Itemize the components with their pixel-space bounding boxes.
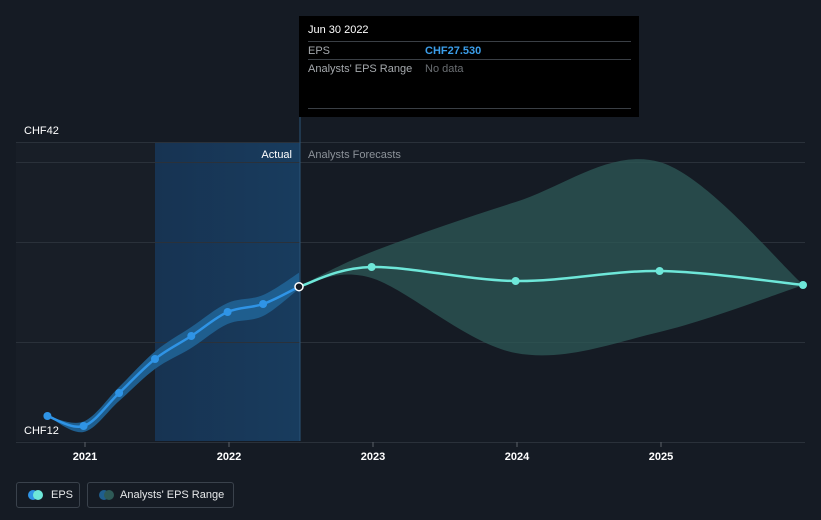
legend-eps[interactable]: EPS bbox=[16, 482, 80, 508]
eps-point bbox=[259, 300, 268, 308]
actual-label: Actual bbox=[261, 149, 292, 161]
eps-forecast-point bbox=[655, 267, 664, 275]
actual-eps-band bbox=[47, 272, 300, 433]
tooltip-eps-label: EPS bbox=[308, 45, 331, 57]
y-label-bottom: CHF12 bbox=[24, 425, 59, 437]
tooltip-range-value: No data bbox=[425, 63, 464, 75]
eps-point bbox=[43, 412, 52, 420]
past-shade bbox=[16, 143, 155, 441]
y-label-top: CHF42 bbox=[24, 125, 59, 137]
eps-point bbox=[79, 422, 88, 430]
eps-forecast-point bbox=[511, 277, 520, 285]
tooltip-range-row: Analysts' EPS Range No data bbox=[308, 59, 631, 78]
eps-point bbox=[223, 308, 232, 316]
data-points bbox=[43, 263, 807, 430]
x-tick-label: 2021 bbox=[73, 451, 97, 463]
eps-point-current bbox=[294, 281, 304, 292]
eps-point bbox=[151, 355, 159, 363]
forecast-label: Analysts Forecasts bbox=[308, 149, 401, 161]
x-tick-label: 2023 bbox=[361, 451, 385, 463]
eps-forecast-point bbox=[799, 281, 807, 289]
x-tick-label: 2025 bbox=[649, 451, 673, 463]
forecast-range-band bbox=[299, 159, 804, 356]
tooltip-divider bbox=[308, 108, 631, 109]
tooltip-range-label: Analysts' EPS Range bbox=[308, 63, 413, 75]
tooltip-date: Jun 30 2022 bbox=[308, 24, 369, 36]
legend-range-label: Analysts' EPS Range bbox=[120, 489, 225, 501]
tooltip-eps-row: EPS CHF27.530 bbox=[308, 41, 631, 60]
tooltip-eps-value: CHF27.530 bbox=[425, 45, 482, 57]
eps-forecast-line bbox=[298, 265, 804, 288]
x-tick-label: 2024 bbox=[505, 451, 530, 463]
eps-point bbox=[187, 332, 196, 340]
x-tick-label: 2022 bbox=[217, 451, 241, 463]
eps-chart: CHF42 CHF12 Actual Analysts Forecasts 20… bbox=[16, 117, 807, 463]
tooltip: Jun 30 2022 EPS CHF27.530 Analysts' EPS … bbox=[299, 16, 639, 117]
x-axis: 2021 2022 2023 2024 2025 bbox=[73, 442, 673, 463]
legend-range[interactable]: Analysts' EPS Range bbox=[87, 482, 234, 508]
eps-forecast-point bbox=[367, 263, 376, 271]
legend-eps-label: EPS bbox=[51, 489, 74, 501]
eps-point bbox=[115, 389, 124, 397]
